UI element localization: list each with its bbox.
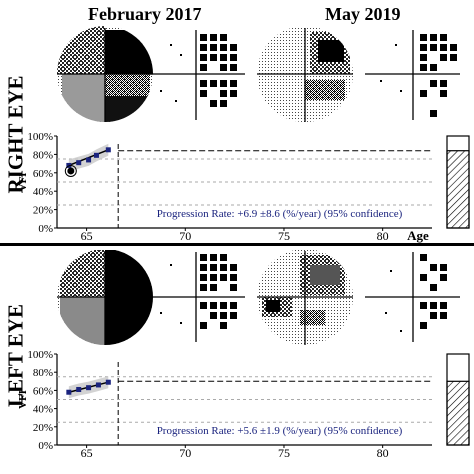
outlier-point — [67, 167, 75, 175]
y-tick-label: 20% — [33, 422, 53, 434]
y-tick-label: 100% — [27, 349, 53, 361]
data-point — [105, 379, 111, 385]
x-tick-label: 65 — [81, 446, 93, 460]
x-tick-label: 75 — [278, 446, 290, 460]
y-axis-label: VFI — [17, 390, 29, 409]
vfi-chart-left: 0% 20% 40% 60% 80% 100% 65 70 75 80 VFI Progression… — [17, 349, 470, 460]
date-label-right: May 2019 — [325, 4, 401, 24]
y-tick-label: 60% — [33, 168, 53, 180]
deviation-plot-left-2017 — [160, 254, 237, 329]
y-tick-label: 20% — [33, 205, 53, 217]
deviation-plot-right-2019 — [380, 34, 457, 117]
x-tick-label: 75 — [278, 229, 290, 243]
x-axis-label: Age — [407, 228, 429, 243]
x-tick-label: 80 — [377, 446, 389, 460]
x-tick-label: 70 — [179, 446, 191, 460]
outlier-ring — [64, 164, 77, 177]
data-point — [76, 160, 82, 166]
y-tick-label: 60% — [33, 385, 53, 397]
x-tick-label: 80 — [377, 229, 389, 243]
y-tick-label: 100% — [27, 131, 53, 143]
x-tick-label: 65 — [81, 229, 93, 243]
vfi-bar-fill — [446, 380, 470, 446]
panel-divider — [0, 243, 474, 246]
data-point — [93, 152, 99, 158]
map-crosshairs — [57, 28, 460, 345]
data-point — [86, 157, 92, 163]
y-axis-label: VFI — [17, 173, 29, 192]
data-point — [95, 382, 101, 388]
data-point — [105, 147, 111, 153]
data-point — [66, 389, 72, 395]
deviation-plot-left-2019 — [385, 254, 447, 332]
x-tick-label: 70 — [179, 229, 191, 243]
vfi-chart-right: 0% 20% 40% 60% 80% 100% 65 70 75 80 Age VFI Progress… — [17, 131, 470, 243]
deviation-plot-right-2017 — [160, 34, 237, 107]
data-point — [86, 385, 92, 391]
y-tick-label: 0% — [38, 440, 53, 452]
y-tick-label: 80% — [33, 367, 53, 379]
date-label-left: February 2017 — [88, 4, 202, 24]
data-point — [76, 386, 82, 392]
y-tick-label: 0% — [38, 223, 53, 235]
y-tick-label: 80% — [33, 149, 53, 161]
vfi-bar-fill — [446, 150, 470, 229]
progression-rate-text: Progression Rate: +5.6 ±1.9 (%/year) (95… — [157, 425, 403, 437]
y-tick-label: 40% — [33, 186, 53, 198]
y-tick-label: 40% — [33, 404, 53, 416]
progression-rate-text: Progression Rate: +6.9 ±8.6 (%/year) (95… — [157, 208, 403, 220]
